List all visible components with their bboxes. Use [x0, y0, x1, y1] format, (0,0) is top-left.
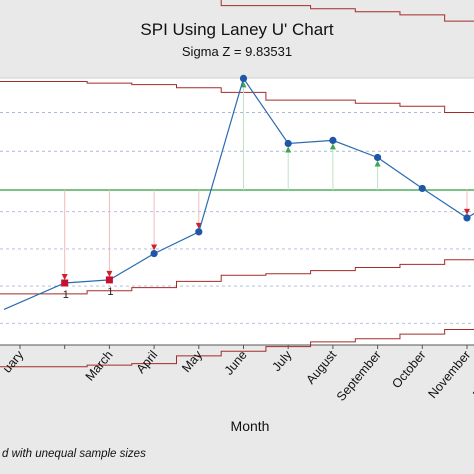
data-point [239, 74, 248, 82]
data-point [150, 249, 158, 258]
lcl-outer-line [0, 322, 474, 368]
deviation-arrow-head [329, 143, 336, 150]
chart-title: SPI Using Laney U' Chart [140, 20, 334, 39]
data-point [463, 214, 471, 222]
x-tick-label: October [389, 348, 428, 391]
x-tick-label: uary [0, 347, 27, 375]
data-point-flagged [105, 276, 113, 284]
x-tick-label: March [83, 348, 116, 384]
flag-label: 1 [63, 289, 69, 301]
deviation-arrow-head [464, 208, 470, 215]
deviation-arrow-head [285, 146, 292, 153]
data-point-flagged [61, 279, 69, 287]
data-point [329, 136, 337, 144]
x-tick-label: July [269, 347, 294, 374]
deviation-arrow-head [240, 81, 247, 88]
x-tick-label: November [426, 348, 474, 401]
data-point [418, 184, 426, 193]
ucl-outer-line [220, 0, 474, 30]
x-tick-label: August [303, 348, 339, 387]
data-point [284, 139, 292, 148]
chart-footnote: d with unequal sample sizes [2, 448, 146, 460]
x-axis-label: Month [230, 418, 270, 434]
x-tick-label: June [222, 348, 250, 378]
x-tick-label: April [134, 348, 161, 376]
deviation-arrow-head [61, 274, 68, 280]
x-tick-label: September [334, 348, 384, 404]
chart-subtitle: Sigma Z = 9.83531 [181, 44, 293, 59]
flag-label: 1 [107, 286, 113, 298]
deviation-arrow-head [106, 270, 113, 277]
deviation-arrow-head [374, 160, 381, 167]
x-tick-label: May [179, 347, 205, 375]
ucl-inner-line [0, 81, 474, 121]
data-point [195, 228, 203, 236]
deviation-arrow-head [195, 222, 202, 229]
deviation-arrow-head [151, 244, 158, 251]
data-point [374, 153, 382, 162]
data-series-line [3, 77, 474, 310]
lcl-inner-line [0, 251, 474, 295]
